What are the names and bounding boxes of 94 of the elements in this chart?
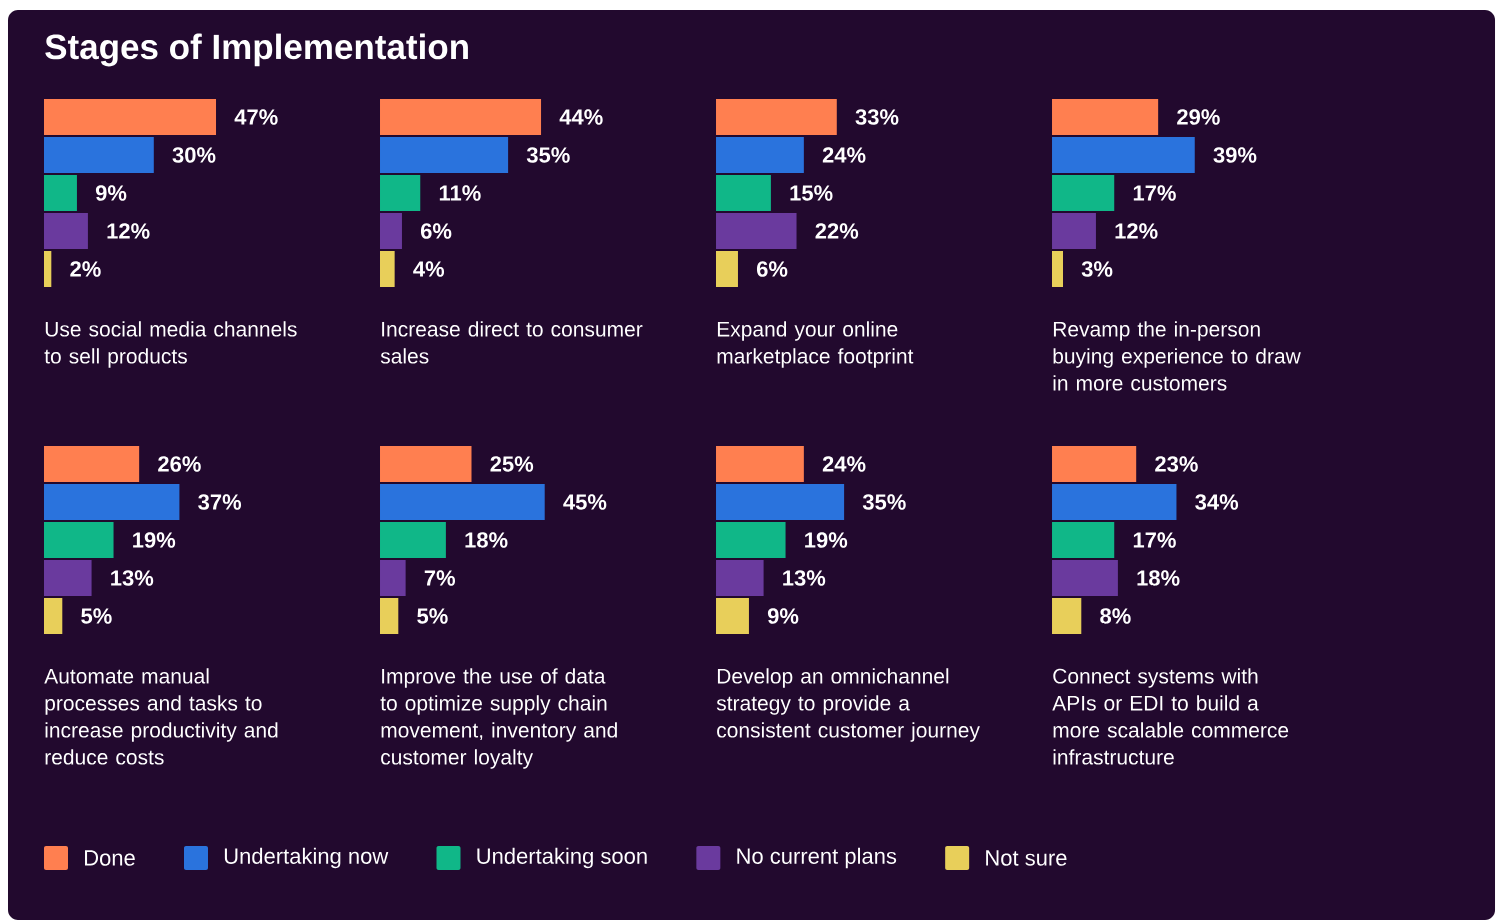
data-label: 22% [815,223,859,239]
data-label: 34% [1195,494,1239,510]
data-label: 44% [559,109,603,125]
bar [380,483,545,520]
data-label: 26% [158,456,201,472]
data-label: 35% [526,147,570,163]
data-label: 2% [70,261,101,277]
bar [44,483,180,520]
bar [1052,559,1118,596]
legend-label: No current plans [737,847,897,869]
bar [1052,445,1137,482]
bar [1052,136,1195,173]
bar [716,483,845,520]
data-label: 19% [133,532,176,548]
data-label: 18% [465,532,508,548]
data-label: 24% [822,456,866,472]
bar [1052,98,1159,135]
bar [716,559,764,596]
bar [380,559,406,596]
bar [380,597,399,634]
data-label: 30% [172,147,216,163]
bar [1052,250,1063,287]
data-label: 39% [1213,147,1257,163]
data-label: 19% [805,532,848,548]
data-label: 12% [1115,223,1158,239]
data-label: 37% [198,494,242,510]
bar [380,521,446,558]
bar [1052,597,1082,634]
data-label: 17% [1133,185,1176,201]
x-axis-title: Expand your online marketplace footprint [717,321,914,368]
chart-title: Stages of Implementation [45,33,468,67]
bar [380,136,509,173]
bar [44,136,154,173]
data-label: 6% [756,261,788,277]
bar [716,521,786,558]
data-label: 33% [855,109,899,125]
bar [716,98,837,135]
legend-label: Not sure [986,850,1067,866]
x-axis-title: Revamp the in-person buying experience to draw in more customers [1053,321,1301,391]
data-label: 13% [111,570,154,586]
data-label: 8% [1100,608,1131,624]
x-axis-title: Develop an omnichannel strategy to provide a consistent customer journey [716,668,980,742]
bar [716,445,804,482]
data-label: 15% [790,185,833,201]
data-label: 9% [767,608,799,624]
x-axis-title: Increase direct to consumer sales [380,321,643,364]
bar [44,98,217,135]
data-label: 6% [420,223,452,239]
data-label: 9% [95,185,127,201]
bar [380,212,402,249]
data-label: 12% [107,223,150,239]
data-label: 5% [417,608,448,624]
legend-label: Undertaking now [224,847,389,869]
bar [380,174,421,211]
bar [380,250,395,287]
data-label: 13% [783,570,826,586]
data-label: 35% [862,494,906,510]
data-label: 17% [1133,532,1176,548]
bar [716,212,797,249]
x-axis-title: Use social media channels to sell products [44,321,297,368]
bar [716,250,738,287]
data-label: 24% [822,147,866,163]
data-label: 5% [81,608,112,624]
data-label: 7% [424,570,456,586]
data-label: 18% [1137,570,1180,586]
bar [44,559,92,596]
bar [44,521,114,558]
bar [44,445,140,482]
bar [44,597,63,634]
data-label: 23% [1155,456,1198,472]
bar [380,98,542,135]
data-label: 47% [234,109,278,125]
x-axis-title: Connect systems with APIs or EDI to build a more scalable commerce infrastructure [1052,668,1289,765]
bar [1052,174,1115,211]
bar [716,597,749,634]
x-axis-title: Improve the use of data to optimize supply chain movement, inventory and customer loyalty [380,668,617,769]
data-label: 3% [1081,261,1113,277]
bar [44,212,88,249]
bar [44,174,77,211]
bar [1052,521,1115,558]
bar [1052,212,1096,249]
legend-label: Undertaking soon [477,847,647,869]
bar [380,445,472,482]
x-axis-title: Automate manual processes and tasks to increase productivity and reduce costs [44,668,278,765]
bar [1052,483,1177,520]
data-label: 29% [1177,109,1220,125]
data-label: 11% [439,185,481,201]
data-label: 45% [563,494,607,510]
data-label: 25% [490,456,534,472]
legend-label: Done [85,850,135,866]
bar [716,136,804,173]
bar [44,250,52,287]
bar [716,174,771,211]
data-label: 4% [413,261,445,277]
